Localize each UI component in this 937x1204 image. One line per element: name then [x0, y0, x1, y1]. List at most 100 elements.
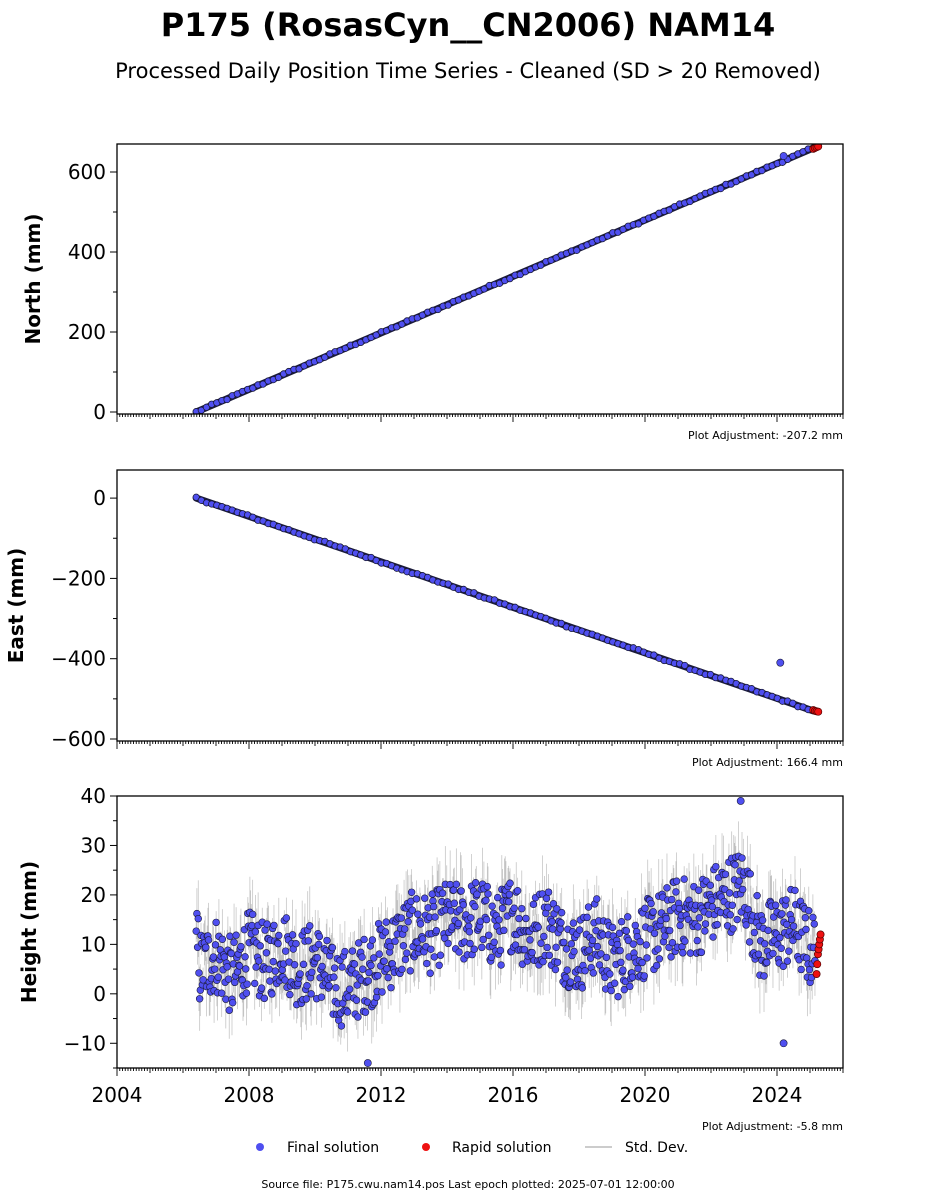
height-point	[548, 918, 556, 926]
height-xtick-label: 2020	[620, 1083, 671, 1107]
height-point	[404, 917, 412, 926]
height-point	[801, 914, 810, 922]
height-point	[473, 890, 481, 898]
height-point	[697, 948, 706, 957]
height-point	[231, 978, 239, 987]
height-point	[584, 903, 593, 911]
height-point	[733, 915, 741, 924]
height-point	[675, 904, 684, 913]
height-point	[384, 973, 392, 982]
north-point	[747, 171, 756, 179]
height-point	[263, 920, 271, 928]
height-point	[597, 950, 605, 958]
height-point	[652, 961, 661, 970]
height-point	[330, 973, 338, 981]
height-point	[275, 931, 283, 940]
height-point	[292, 939, 300, 948]
height-point	[260, 994, 269, 1003]
north-panel: 0 200 400 600 North (mm) Plot Adjustment: -20…	[21, 143, 844, 442]
height-rapid-point	[813, 960, 822, 969]
height-point	[497, 961, 505, 969]
height-point	[640, 972, 648, 980]
height-point	[610, 979, 619, 987]
height-point	[680, 875, 688, 883]
height-point	[586, 954, 595, 962]
height-point	[789, 922, 798, 930]
north-point	[573, 246, 581, 254]
height-point	[529, 900, 538, 909]
east-outlier-point	[776, 658, 785, 667]
east-point	[511, 603, 519, 611]
height-point	[754, 950, 763, 958]
height-point	[359, 965, 367, 973]
height-point	[317, 993, 326, 1001]
height-point	[569, 919, 578, 927]
height-point	[562, 945, 571, 953]
height-point	[348, 947, 357, 955]
height-point	[810, 920, 818, 928]
height-point	[631, 921, 640, 930]
height-point	[296, 970, 304, 978]
height-xtick-label: 2004	[92, 1083, 143, 1107]
height-point	[515, 914, 523, 923]
height-point	[666, 926, 674, 935]
height-point	[787, 915, 796, 924]
legend-stddev-label: Std. Dev.	[625, 1140, 688, 1156]
height-point	[607, 986, 615, 995]
height-point	[769, 913, 778, 921]
height-point	[401, 925, 409, 933]
height-point	[566, 978, 575, 986]
height-point	[695, 914, 704, 922]
height-point	[778, 910, 786, 918]
height-point	[432, 926, 441, 935]
height-point	[553, 958, 562, 966]
legend-final-label: Final solution	[287, 1140, 379, 1156]
height-point	[313, 954, 322, 962]
height-point	[459, 901, 467, 909]
east-point	[192, 493, 200, 501]
height-point	[408, 906, 417, 914]
east-point	[557, 619, 565, 627]
north-ytick-label: 0	[93, 400, 106, 424]
height-point	[380, 957, 388, 965]
height-point	[581, 967, 589, 975]
north-point	[274, 373, 283, 382]
height-point	[650, 929, 659, 938]
north-point	[537, 261, 545, 269]
height-point	[510, 904, 518, 912]
east-point	[681, 661, 689, 670]
height-point	[588, 936, 597, 945]
height-ylabel: Height (mm)	[17, 861, 41, 1003]
east-ytick-label: −400	[51, 647, 106, 671]
height-point	[195, 995, 204, 1003]
north-point	[223, 395, 231, 404]
height-point	[553, 905, 561, 913]
height-point	[391, 937, 399, 945]
height-point	[199, 976, 207, 984]
height-point	[570, 947, 578, 956]
height-point	[226, 932, 234, 940]
height-point	[345, 985, 354, 993]
height-point	[539, 958, 547, 966]
height-point	[753, 891, 761, 900]
height-point	[269, 957, 277, 966]
height-rapid-point	[812, 970, 821, 978]
east-point	[490, 596, 499, 604]
height-point	[265, 965, 273, 973]
height-point	[549, 925, 557, 933]
height-point	[672, 877, 681, 885]
north-ytick-label: 200	[68, 320, 106, 344]
height-point	[642, 941, 651, 949]
legend-rapid-label: Rapid solution	[452, 1140, 552, 1156]
height-point	[545, 951, 553, 960]
height-point	[243, 980, 251, 988]
height-point	[370, 954, 378, 962]
height-ytick-label: −10	[64, 1031, 106, 1055]
height-point	[436, 951, 445, 959]
height-point	[668, 895, 676, 904]
north-outlier-point	[779, 152, 788, 160]
height-point	[556, 925, 564, 933]
height-point	[672, 888, 680, 896]
height-point	[608, 923, 617, 932]
height-point	[731, 861, 739, 869]
